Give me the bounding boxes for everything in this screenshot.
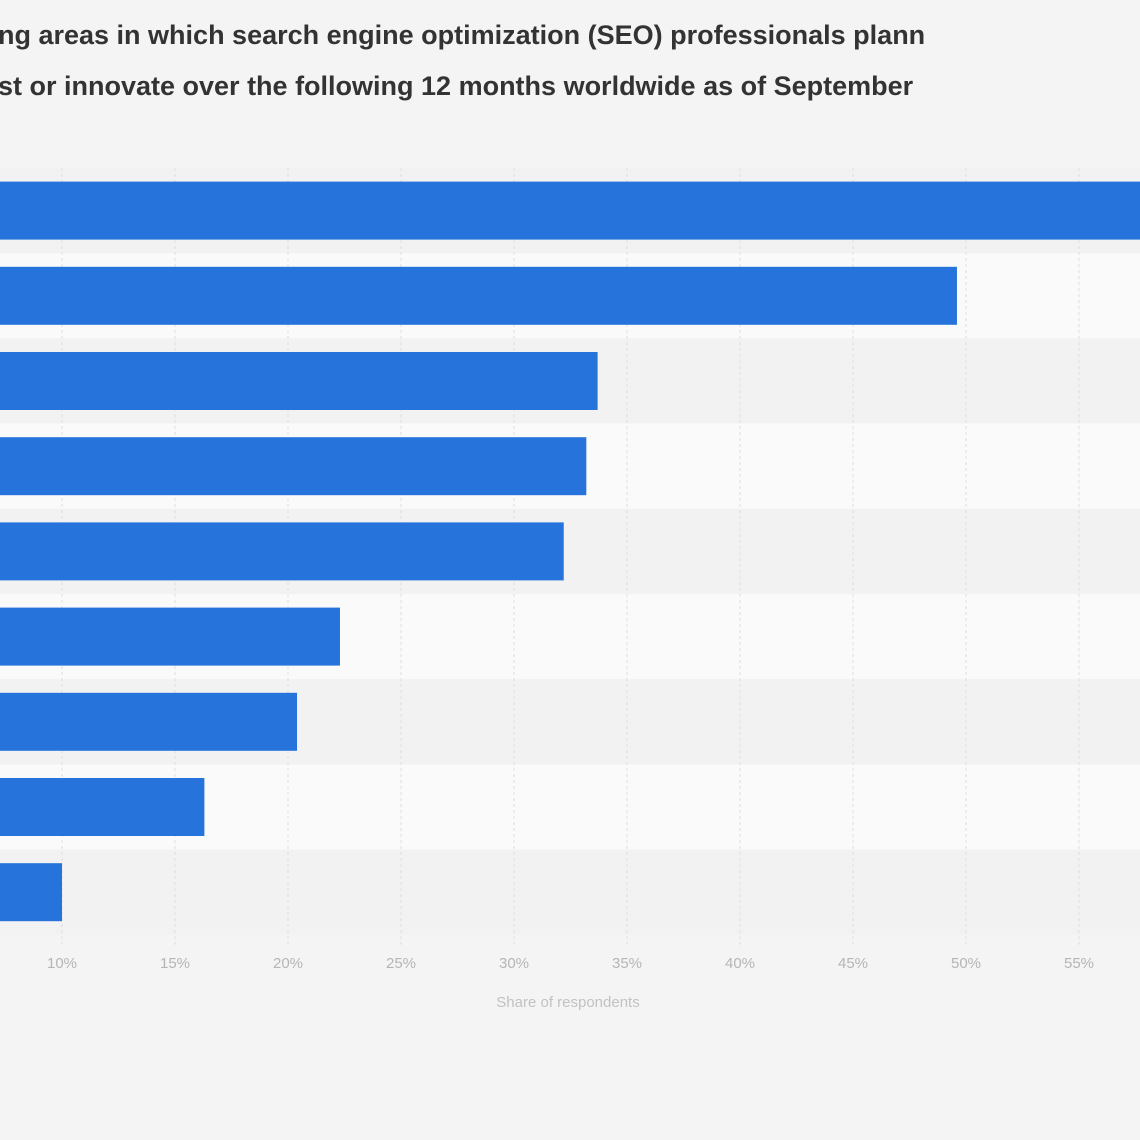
- bar: [0, 352, 598, 410]
- x-tick-label: 55%: [1064, 955, 1094, 972]
- bar: [0, 266, 957, 325]
- row-band: [0, 849, 1140, 935]
- x-tick-label: 20%: [273, 955, 303, 972]
- x-tick-label: 15%: [160, 955, 190, 972]
- x-tick-label: 35%: [612, 955, 642, 972]
- x-axis-label: Share of respondents: [496, 994, 639, 1011]
- bar: [0, 522, 564, 581]
- bar: [0, 181, 1140, 240]
- plot: 10% 15% 20% 25% 30% 35% 40% 45% 50% 55%: [0, 168, 1140, 972]
- x-tick-label: 30%: [499, 955, 529, 972]
- bar: [0, 692, 298, 751]
- bar: [0, 607, 340, 666]
- x-tick-label: 25%: [386, 955, 416, 972]
- bar: [0, 863, 62, 922]
- chart-title: ng areas in which search engine optimiza…: [0, 20, 925, 50]
- chart-title: st or innovate over the following 12 mon…: [0, 71, 914, 101]
- x-tick-label: 40%: [725, 955, 755, 972]
- bar: [0, 778, 205, 836]
- x-tick-label: 10%: [47, 955, 77, 972]
- x-tick-label: 50%: [951, 955, 981, 972]
- bar: [0, 437, 587, 496]
- x-tick-label: 45%: [838, 955, 868, 972]
